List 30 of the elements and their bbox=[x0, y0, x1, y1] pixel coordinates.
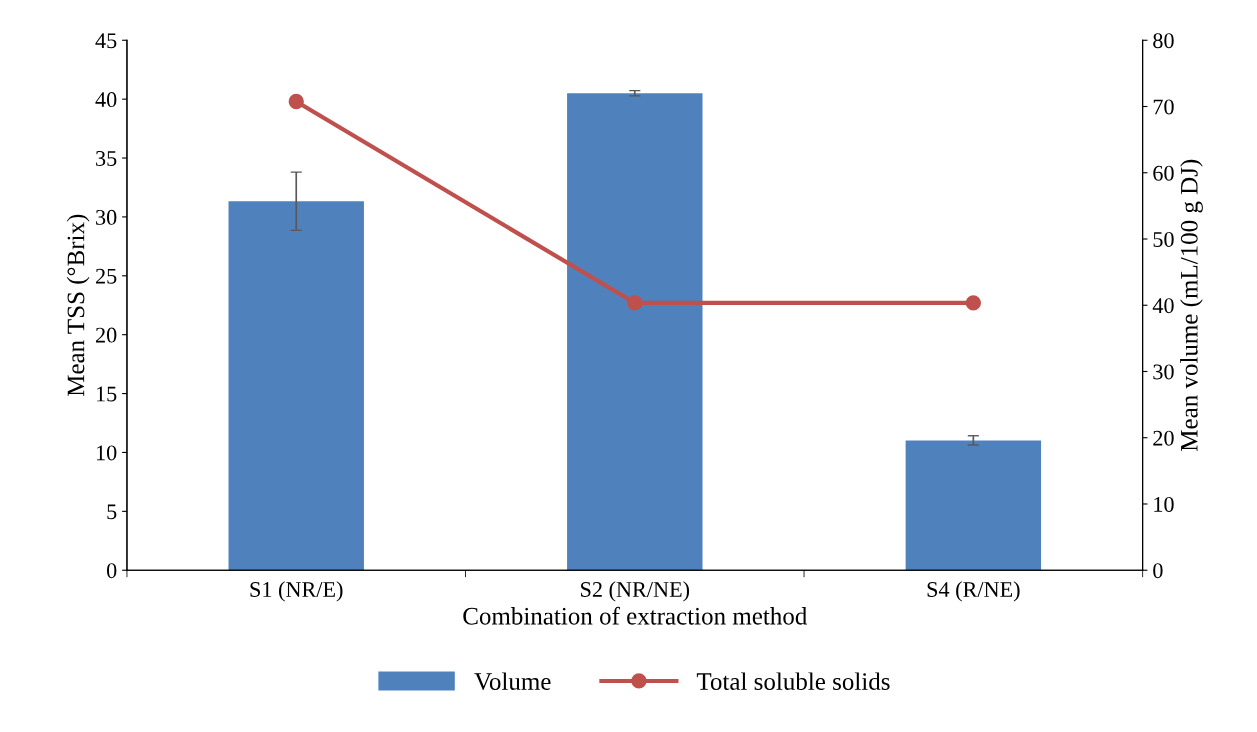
y2-tick-label: 30 bbox=[1153, 364, 1174, 380]
y-tick-label: 0 bbox=[106, 563, 117, 579]
x-axis-title: Combination of extraction method bbox=[463, 606, 808, 625]
y-tick-label: 30 bbox=[96, 209, 117, 225]
bar bbox=[567, 93, 703, 571]
y2-tick-label: 80 bbox=[1153, 33, 1174, 49]
y2-tick-label: 70 bbox=[1153, 99, 1174, 115]
y2-tick-label: 20 bbox=[1153, 430, 1174, 446]
y2-tick-label: 10 bbox=[1154, 496, 1174, 512]
x-tick-label: S2 (NR/NE) bbox=[581, 581, 690, 602]
y2-tick-label: 0 bbox=[1153, 563, 1163, 579]
y-tick-label: 45 bbox=[95, 33, 117, 49]
y2-axis-title: Mean volume (mL/100 g DJ) bbox=[1180, 159, 1203, 452]
y-tick-label: 15 bbox=[96, 386, 117, 402]
y-tick-label: 20 bbox=[95, 327, 117, 343]
y-tick-label: 40 bbox=[95, 92, 117, 108]
y-tick-label: 25 bbox=[95, 268, 117, 284]
legend-label: Total soluble solids bbox=[696, 672, 890, 690]
y-tick-label: 35 bbox=[96, 151, 117, 166]
bar bbox=[905, 440, 1042, 571]
y2-tick-label: 60 bbox=[1153, 165, 1174, 181]
y2-tick-label: 50 bbox=[1153, 231, 1174, 247]
x-tick-label: S1 (NR/E) bbox=[250, 581, 343, 602]
legend-label: Volume bbox=[474, 672, 551, 691]
bar bbox=[228, 201, 364, 571]
x-tick-label: S4 (R/NE) bbox=[927, 581, 1020, 602]
y2-tick-label: 40 bbox=[1152, 298, 1174, 314]
y-tick-label: 10 bbox=[96, 445, 117, 461]
y-tick-label: 5 bbox=[107, 504, 117, 520]
y-axis-title: Mean TSS (°Brix) bbox=[66, 214, 90, 397]
